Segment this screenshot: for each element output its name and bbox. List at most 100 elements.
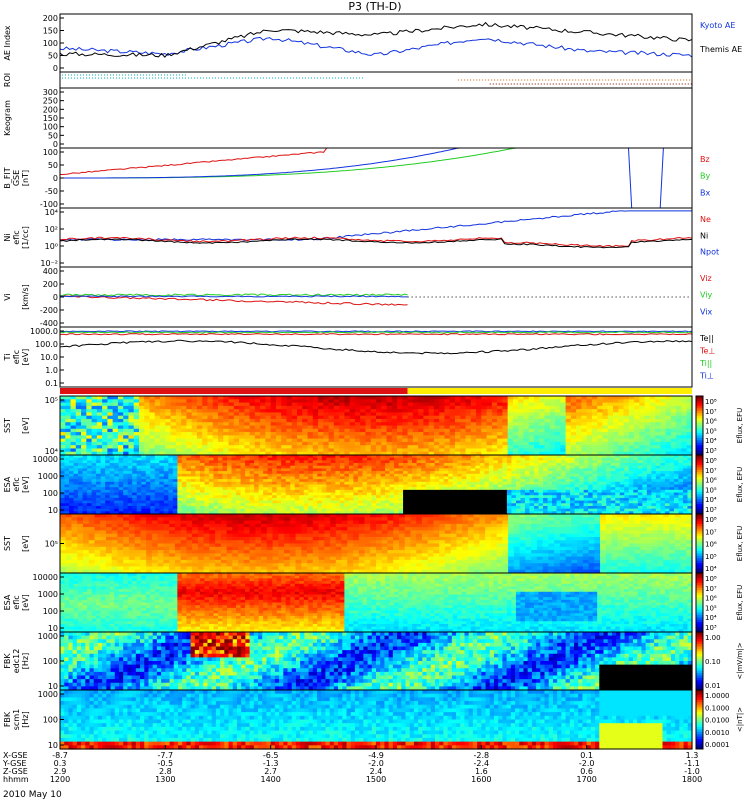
- y-axis-label: eflc: [12, 477, 21, 491]
- y-tick-label: 100: [43, 716, 58, 725]
- colorbar-tick: 10⁸: [705, 575, 717, 583]
- y-tick-label: 50: [48, 161, 58, 170]
- y-axis-label: ESA: [3, 594, 12, 610]
- y-tick-label: 10²: [45, 225, 58, 234]
- y-axis-label: ESA: [3, 476, 12, 492]
- y-axis-label: ROI: [3, 73, 12, 87]
- y-tick-label: 100: [43, 148, 58, 157]
- x-tick-label: 1500: [366, 775, 386, 784]
- colorbar-tick: 1.00: [705, 634, 721, 642]
- y-tick-label: 0: [53, 64, 58, 73]
- y-tick-label: 150: [43, 27, 58, 36]
- data-quality-bar-yellow: [408, 388, 692, 394]
- colorbar-title: Eflux, EFU: [736, 467, 744, 502]
- colorbar-tick: 10⁴: [705, 496, 717, 504]
- colorbar-tick: 10⁵: [705, 486, 717, 494]
- x-tick-label: 1200: [50, 775, 70, 784]
- panel-frame-roi: [60, 72, 692, 88]
- y-tick-label: 50: [48, 52, 58, 61]
- y-axis-label: eflc: [12, 350, 21, 364]
- y-tick-label: 200: [43, 105, 58, 114]
- colorbar-tick: 10⁴: [705, 437, 717, 445]
- panel-frame-keogram: [60, 88, 692, 148]
- ae-series-0: [60, 37, 692, 57]
- y-axis-label: [eV]: [21, 417, 30, 434]
- y-tick-label: 10⁴: [45, 208, 58, 217]
- y-tick-label: 50: [48, 131, 58, 140]
- colorbar-tick: 10⁵: [705, 427, 717, 435]
- legend-entry: Viy: [700, 291, 713, 300]
- colorbar-tick: 0.0001: [705, 741, 730, 749]
- y-axis-label: Keogram: [3, 100, 12, 136]
- legend-entry: Ne: [700, 215, 711, 224]
- y-axis-label: [eV]: [21, 594, 30, 611]
- y-axis-label: FBK: [3, 653, 12, 669]
- y-tick-label: 10⁰: [45, 242, 58, 251]
- x-tick-label: 1700: [576, 775, 596, 784]
- y-axis-label: Ti: [3, 354, 12, 362]
- legend-entry: Themis AE: [699, 45, 742, 54]
- npot-trace: [60, 211, 692, 241]
- colorbar-tick: 10⁸: [705, 457, 717, 465]
- colorbar-tick: 10⁷: [705, 408, 717, 416]
- colorbar-tick: 10⁶: [705, 595, 717, 603]
- legend-entry: Bz: [700, 155, 710, 164]
- chart-title: P3 (TH-D): [348, 0, 401, 13]
- legend-entry: Viz: [700, 274, 712, 283]
- ti-par-trace: [60, 332, 692, 333]
- panel-frame-ni: [60, 208, 692, 267]
- colorbar-tick: 10⁴: [705, 614, 717, 622]
- y-axis-label: Ni: [3, 233, 12, 241]
- colorbar-tick: 10⁵: [705, 604, 717, 612]
- x-tick-label: 1400: [260, 775, 280, 784]
- y-tick-label: 10⁵: [45, 396, 58, 405]
- y-tick-label: 200: [43, 280, 58, 289]
- y-axis-label: SST: [3, 418, 12, 433]
- y-tick-label: 1000: [38, 690, 58, 699]
- y-tick-label: -50: [45, 187, 58, 196]
- legend-entry: Te⊥: [699, 347, 715, 356]
- sst-ion-spectrogram: [60, 514, 693, 574]
- fbk-edc12-spectrogram: [60, 632, 693, 691]
- colorbar-tick: 10⁶: [705, 477, 717, 485]
- colorbar-tick: 0.10: [705, 658, 721, 666]
- esa-electron-spectrogram: [60, 455, 693, 515]
- colorbar-title: Eflux, EFU: [736, 408, 744, 443]
- y-axis-label: [Hz]: [21, 653, 30, 669]
- y-tick-label: 1000: [38, 590, 58, 599]
- colorbar-fbk1: 1.00 0.10 0.01 <|mV/m|>: [696, 632, 744, 691]
- y-tick-label: 0: [53, 293, 58, 302]
- te-par-trace: [60, 340, 692, 354]
- legend-entry: Kyoto AE: [700, 21, 735, 30]
- colorbar-tick: 0.0010: [705, 729, 730, 737]
- y-tick-label: 1000: [38, 632, 58, 641]
- y-tick-label: 10: [48, 741, 58, 750]
- legend-entry: Ti⊥: [699, 372, 714, 381]
- y-axis-label: [eV]: [21, 535, 30, 552]
- y-axis-label: FBK: [3, 711, 12, 727]
- y-axis-label: eflc: [12, 595, 21, 609]
- y-axis-label: [nT]: [21, 170, 30, 186]
- colorbar-tick: 10³: [705, 506, 717, 514]
- colorbar-tick: 10⁶: [705, 541, 717, 549]
- legend-entry: By: [700, 172, 710, 181]
- legend-entry: Te||: [699, 334, 714, 343]
- colorbar-title: <|mV/m|>: [736, 642, 744, 679]
- x-tick-label: 1800: [682, 775, 702, 784]
- y-tick-label: 10000: [33, 455, 58, 464]
- colorbar-tick: 0.01: [705, 682, 721, 690]
- colorbar-tick: 10⁷: [705, 585, 717, 593]
- y-axis-label: [eV]: [21, 476, 30, 493]
- ae-series-1: [60, 23, 692, 58]
- y-tick-label: 100: [43, 607, 58, 616]
- y-axis-label: [km/s]: [21, 284, 30, 310]
- y-axis-label: SST: [3, 536, 12, 551]
- y-tick-label: 150: [43, 114, 58, 123]
- colorbar-tick: 10⁶: [705, 418, 717, 426]
- y-axis-label: B_FIT: [3, 167, 12, 188]
- colorbar-tick: 10⁷: [705, 467, 717, 475]
- y-axis-label: [eV]: [21, 349, 30, 366]
- vix-trace: [60, 296, 408, 297]
